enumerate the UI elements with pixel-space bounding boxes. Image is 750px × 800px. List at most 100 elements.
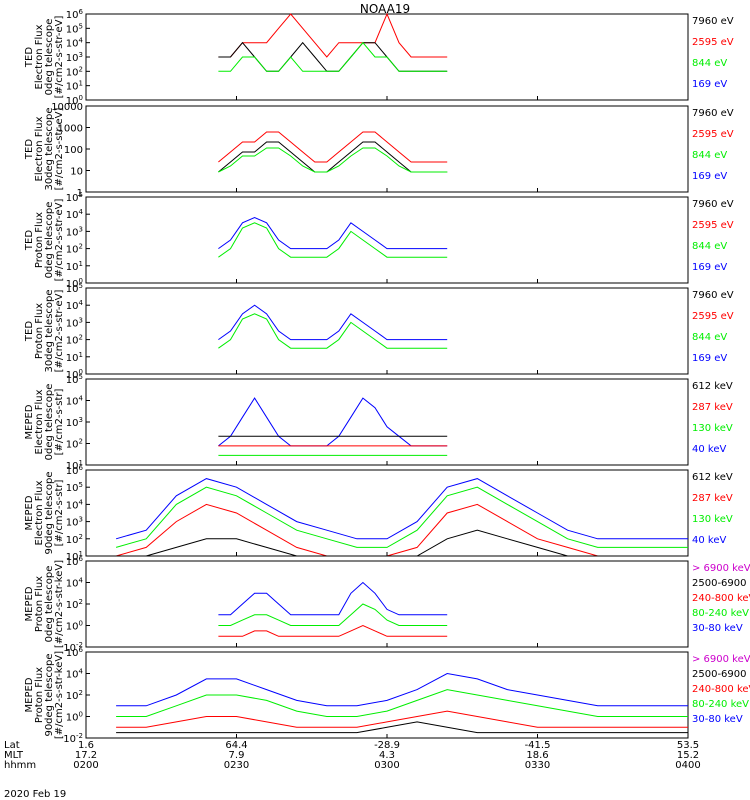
date-label: 2020 Feb 19: [4, 789, 66, 800]
y-tick-label: 10-2: [63, 641, 83, 654]
y-tick-label: 102: [66, 689, 83, 702]
x-tick-label: 18.6: [526, 750, 548, 761]
legend-entry: 240-800 keV: [692, 593, 750, 604]
legend-entry: 7960 eV: [692, 16, 734, 27]
y-axis-label: MEPEDElectron Flux0deg telescope[#/cm2-s…: [24, 384, 65, 461]
series-1-line: [218, 217, 448, 250]
y-tick-label: 102: [66, 243, 83, 256]
legend-entry: 40 keV: [692, 535, 726, 546]
y-tick-label: 100: [66, 277, 83, 290]
legend-entry: 30-80 keV: [692, 714, 743, 725]
y-tick-label: 105: [66, 373, 83, 386]
legend-entry: 612 keV: [692, 472, 733, 483]
y-tick-label: 100: [64, 145, 83, 156]
series-2-line: [116, 689, 688, 717]
y-tick-label: 102: [66, 65, 83, 78]
legend-entry: > 6900 keV: [692, 654, 750, 665]
y-tick-label: 104: [66, 395, 84, 408]
y-tick-label: 10-2: [63, 732, 83, 745]
y-tick-label: 105: [66, 481, 83, 494]
y-tick-label: 100: [66, 711, 83, 724]
y-axis-label: TEDProton Flux30deg telescope[#/cm2-s-st…: [24, 289, 65, 372]
y-tick-label: 106: [66, 8, 84, 21]
series-1-line: [218, 581, 448, 616]
panel-frame: [85, 469, 689, 557]
legend-entry: 130 keV: [692, 423, 733, 434]
panel-frame: [85, 196, 689, 284]
legend-entry: 2500-6900: [692, 669, 747, 680]
x-tick-label: -41.5: [525, 740, 551, 751]
y-tick-label: 103: [66, 416, 83, 429]
y-tick-label: 102: [66, 334, 83, 347]
series-1-line: [115, 478, 688, 540]
legend-entry: 2595 eV: [692, 37, 734, 48]
legend-entry: 40 keV: [692, 444, 726, 455]
y-axis-label: MEPEDProton Flux90deg telescope[#/cm2-s-…: [24, 651, 65, 739]
y-tick-label: 104: [66, 668, 84, 681]
legend-entry: 130 keV: [692, 514, 733, 525]
y-tick-label: 1000: [58, 124, 83, 135]
y-tick-label: 105: [66, 22, 83, 35]
panel-frame: [85, 560, 689, 648]
legend-entry: 2595 eV: [692, 129, 734, 140]
y-tick-label: 104: [66, 577, 84, 590]
x-tick-label: 7.9: [229, 750, 245, 761]
legend-entry: 612 keV: [692, 381, 733, 392]
series-1-line: [218, 397, 448, 447]
x-tick-label: 0200: [73, 760, 98, 771]
legend-entry: 169 eV: [692, 79, 727, 90]
y-axis-label: TEDElectron Flux0deg telescope[#/cm2-s-s…: [24, 16, 65, 99]
y-tick-label: 104: [66, 37, 84, 50]
legend-entry: 30-80 keV: [692, 623, 743, 634]
series-3-line: [116, 710, 688, 728]
figure-title: NOAA19: [360, 2, 410, 16]
legend-entry: 2595 eV: [692, 220, 734, 231]
y-tick-label: 10000: [51, 102, 83, 113]
y-tick-label: 103: [66, 51, 83, 64]
x-tick-label: 17.2: [75, 750, 97, 761]
legend-entry: 287 keV: [692, 402, 733, 413]
y-tick-label: 106: [66, 555, 84, 568]
x-tick-label: 64.4: [225, 740, 247, 751]
legend-entry: 240-800 keV: [692, 684, 750, 695]
y-tick-label: 101: [66, 550, 83, 563]
legend-entry: 80-240 keV: [692, 699, 749, 710]
y-tick-label: 1: [77, 188, 83, 199]
y-tick-label: 102: [66, 533, 83, 546]
legend-entry: 169 eV: [692, 353, 727, 364]
legend-entry: > 6900 keV: [692, 563, 750, 574]
x-tick-label: 1.6: [78, 740, 94, 751]
y-tick-label: 103: [66, 225, 83, 238]
panel-frame: [85, 287, 689, 375]
x-tick-label: 0300: [374, 760, 399, 771]
series-4-line: [116, 721, 688, 734]
legend-entry: 80-240 keV: [692, 608, 749, 619]
y-tick-label: 102: [66, 598, 83, 611]
series-2-line: [218, 141, 448, 173]
legend-entry: 7960 eV: [692, 199, 734, 210]
y-tick-label: 101: [66, 459, 83, 472]
x-row-label: MLT: [4, 750, 24, 761]
x-tick-label: 0400: [675, 760, 700, 771]
x-tick-label: 0230: [224, 760, 249, 771]
series-1-line: [116, 672, 688, 707]
y-axis-label: MEPEDElectron Flux90deg telescope[#/cm2-…: [24, 471, 65, 554]
series-2-line: [218, 603, 448, 626]
series-3-line: [218, 41, 448, 72]
legend-entry: 2500-6900: [692, 578, 747, 589]
x-tick-label: 4.3: [379, 750, 395, 761]
panel-frame: [85, 105, 689, 193]
y-tick-label: 102: [66, 438, 83, 451]
legend-entry: 844 eV: [692, 332, 727, 343]
x-tick-label: -28.9: [374, 740, 400, 751]
legend-entry: 169 eV: [692, 171, 727, 182]
y-tick-label: 104: [66, 299, 84, 312]
y-tick-label: 101: [66, 260, 83, 273]
